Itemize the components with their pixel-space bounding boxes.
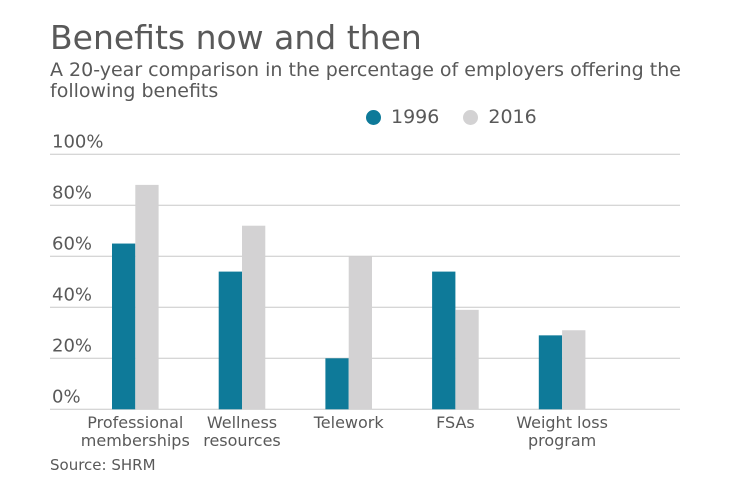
y-tick-label: 80% <box>52 182 92 203</box>
x-tick-label-line: FSAs <box>436 413 475 432</box>
x-tick-label: Weight loss program <box>516 413 608 450</box>
chart-subtitle: A 20-year comparison in the percentage o… <box>50 59 681 102</box>
bar-1996 <box>432 271 456 410</box>
y-tick-label: 0% <box>52 386 81 407</box>
legend-label-2016: 2016 <box>488 106 537 128</box>
x-tick-label-line: Weight loss <box>516 413 608 432</box>
bar-2016 <box>562 330 586 410</box>
x-tick-label: Professional memberships <box>81 413 190 450</box>
bar-1996 <box>218 271 242 410</box>
y-tick-label: 40% <box>52 284 92 305</box>
x-tick-label-line: Telework <box>313 413 385 432</box>
legend-swatch-1996 <box>366 109 381 125</box>
bar-2016 <box>455 309 479 410</box>
legend-item-2016: 2016 <box>463 106 537 128</box>
source-note: Source: SHRM <box>50 456 156 474</box>
x-tick-label: Telework <box>313 413 385 432</box>
bar-1996 <box>112 243 136 410</box>
bar-2016 <box>135 184 159 410</box>
x-tick-label-line: resources <box>203 431 281 450</box>
y-tick-label: 60% <box>52 233 92 254</box>
bar-1996 <box>325 358 349 410</box>
bar-2016 <box>242 225 266 410</box>
x-tick-label-line: Wellness <box>207 413 277 432</box>
bar-2016 <box>348 256 372 410</box>
chart-title: Benefits now and then <box>50 18 422 57</box>
x-tick-label-line: program <box>528 431 596 450</box>
legend-label-1996: 1996 <box>391 106 440 128</box>
x-tick-label: FSAs <box>436 413 475 432</box>
bar-1996 <box>538 335 563 410</box>
x-tick-label-line: Professional <box>87 413 183 432</box>
legend-item-1996: 1996 <box>366 106 439 128</box>
legend: 1996 2016 <box>366 106 537 128</box>
y-tick-label: 20% <box>52 335 92 356</box>
legend-swatch-2016 <box>463 109 479 125</box>
y-tick-label: 100% <box>52 131 103 152</box>
x-tick-label-line: memberships <box>81 431 190 450</box>
x-tick-label: Wellness resources <box>203 413 281 450</box>
